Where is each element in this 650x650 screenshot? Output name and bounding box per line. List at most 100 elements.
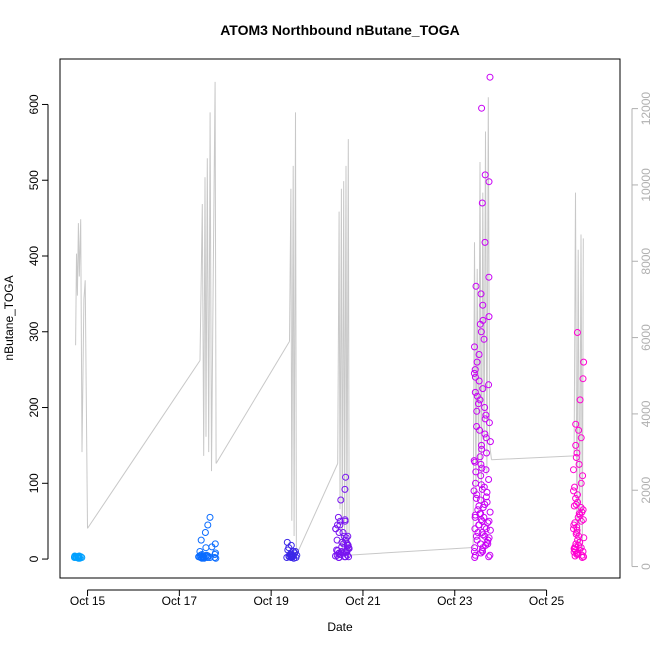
point-4-32 [481, 404, 489, 411]
point-0-13 [71, 554, 78, 561]
point-4-38 [471, 366, 479, 374]
point-3-35 [332, 525, 340, 533]
point-5-23 [570, 487, 577, 495]
point-4-35 [471, 388, 479, 396]
y-tick-label-300: 300 [27, 321, 41, 341]
point-5-29 [572, 454, 580, 461]
point-4-85 [481, 415, 489, 423]
secondary-line-7 [349, 547, 474, 556]
point-3-34 [335, 529, 343, 536]
point-4-88 [479, 385, 487, 393]
point-1-14 [204, 521, 212, 529]
point-1-12 [197, 536, 205, 544]
y-tick-label-0: 0 [27, 555, 41, 562]
point-5-35 [576, 396, 584, 404]
y2-axis: 0 2000 4000 6000 8000 10000 12000 [631, 92, 650, 570]
point-4-55 [478, 104, 486, 112]
point-4-11 [471, 513, 479, 521]
point-5-28 [575, 460, 583, 468]
point-4-80 [476, 453, 484, 461]
point-4-33 [475, 400, 482, 408]
point-3-32 [342, 534, 350, 542]
primary-series [71, 73, 588, 562]
point-5-42 [570, 548, 578, 556]
x-tick-label-15: Oct 15 [70, 594, 106, 608]
point-5-40 [578, 551, 586, 559]
point-4-86 [473, 407, 481, 415]
point-5-54 [578, 508, 586, 516]
point-3-43 [334, 547, 342, 555]
point-4-91 [486, 551, 494, 559]
point-5-39 [580, 553, 588, 561]
y2-tick-label-6000: 6000 [639, 324, 650, 351]
secondary-line-0 [75, 219, 88, 529]
point-4-43 [477, 328, 485, 336]
point-3-18 [342, 473, 350, 481]
y-tick-label-100: 100 [27, 473, 41, 493]
point-4-18 [470, 487, 478, 495]
chart-title: ATOM3 Northbound nButane_TOGA [220, 22, 460, 38]
point-5-46 [576, 538, 584, 546]
point-4-39 [473, 358, 481, 366]
point-5-50 [573, 523, 581, 531]
point-1-18 [212, 554, 220, 562]
point-4-16 [472, 494, 480, 502]
point-4-24 [477, 460, 485, 468]
x-axis-label: Date [327, 620, 353, 634]
y-tick-label-400: 400 [27, 246, 41, 266]
point-2-20 [292, 548, 299, 555]
point-4-79 [471, 458, 479, 466]
point-3-33 [344, 532, 352, 540]
point-4-96 [481, 532, 489, 540]
point-4-42 [480, 335, 488, 343]
point-4-53 [485, 178, 493, 186]
point-3-28 [343, 541, 351, 549]
point-4-98 [482, 525, 490, 533]
point-3-16 [337, 496, 345, 504]
point-4-87 [473, 392, 481, 400]
point-4-57 [485, 553, 493, 561]
point-4-51 [481, 238, 489, 246]
y2-tick-label-10000: 10000 [639, 168, 650, 202]
point-3-25 [333, 546, 341, 554]
point-4-56 [486, 73, 494, 81]
y2-tick-label-4000: 4000 [639, 400, 650, 427]
point-3-42 [343, 548, 351, 556]
point-4-15 [483, 498, 491, 506]
x-tick-label-23: Oct 23 [437, 594, 473, 608]
point-4-90 [470, 369, 478, 377]
point-1-29 [198, 552, 206, 560]
x-tick-label-21: Oct 21 [345, 594, 381, 608]
point-4-41 [471, 343, 478, 351]
point-4-54 [481, 171, 489, 179]
point-4-72 [477, 496, 484, 504]
point-4-99 [475, 521, 483, 529]
point-4-49 [472, 282, 480, 290]
point-3-29 [340, 540, 347, 548]
point-4-73 [482, 493, 490, 501]
y-tick-label-500: 500 [27, 170, 41, 190]
point-4-6 [472, 532, 480, 540]
secondary-series [75, 81, 584, 556]
point-4-77 [485, 476, 493, 483]
x-tick-label-17: Oct 17 [162, 594, 198, 608]
y-axis: 0 100 200 300 400 500 600 [27, 94, 49, 562]
point-5-47 [580, 534, 588, 542]
point-2-10 [283, 538, 291, 546]
secondary-line-2 [199, 81, 217, 472]
point-5-51 [571, 519, 579, 527]
point-4-84 [473, 423, 481, 430]
point-5-27 [570, 466, 577, 474]
point-4-30 [485, 419, 493, 427]
point-5-44 [571, 545, 579, 553]
point-5-34 [572, 420, 580, 428]
point-4-69 [486, 508, 494, 516]
point-4-2 [470, 548, 478, 555]
point-5-56 [572, 501, 580, 508]
point-3-36 [334, 521, 341, 529]
point-4-48 [477, 290, 485, 298]
point-4-31 [482, 411, 490, 419]
point-5-32 [577, 434, 585, 442]
point-4-45 [479, 316, 487, 324]
